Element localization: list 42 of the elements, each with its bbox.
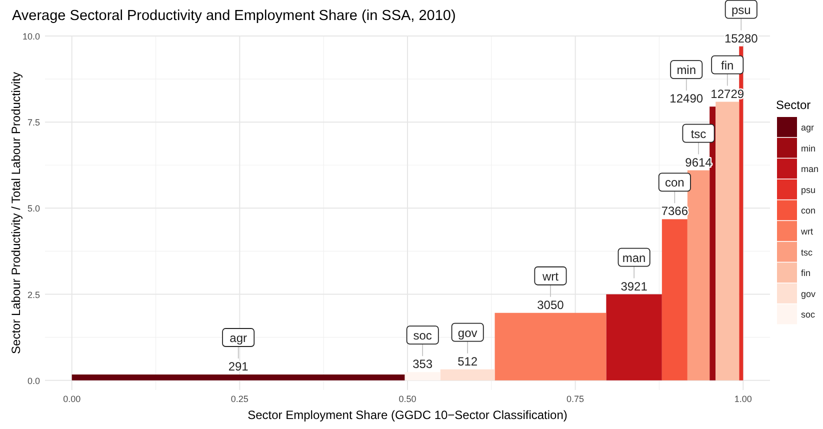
chart-title: Average Sectoral Productivity and Employment Share (in SSA, 2010)	[12, 8, 456, 24]
legend-label: psu	[801, 184, 816, 195]
text: gov	[458, 326, 478, 340]
text: soc	[413, 328, 432, 343]
y-tick-label: 7.5	[27, 118, 40, 128]
y-tick-label: 10.0	[22, 32, 40, 42]
annotation: 7366	[661, 204, 688, 218]
legend-label: wrt	[800, 226, 814, 236]
text: con	[664, 176, 684, 190]
y-tick-label: 2.5	[27, 290, 40, 300]
annotation: 291	[228, 360, 249, 374]
text: man	[622, 250, 646, 265]
text: min	[676, 63, 696, 78]
annotation: 3921	[620, 279, 648, 294]
legend-title: Sector	[776, 98, 811, 112]
legend-label: con	[801, 206, 816, 216]
legend-label: soc	[801, 310, 816, 320]
annotation: 353	[412, 357, 433, 372]
legend-label: man	[801, 164, 819, 174]
annotation: 15280	[724, 31, 758, 46]
text: psu	[731, 2, 751, 17]
text: tsc	[690, 126, 706, 141]
text: wrt	[542, 269, 558, 284]
text: agr	[230, 331, 248, 346]
x-tick-label: 0.25	[230, 394, 248, 404]
annotation: 512	[458, 354, 478, 368]
x-axis-title: Sector Employment Share (GGDC 10−Sector Classification)	[248, 408, 568, 422]
x-tick-label: 0.75	[566, 394, 584, 404]
annotation: 12490	[670, 92, 704, 106]
legend-label: gov	[801, 288, 816, 299]
y-tick-label: 5.0	[27, 204, 40, 214]
x-tick-label: 0.50	[398, 394, 416, 404]
y-axis-title: Sector Labour Productivity / Total Labour Productivity	[9, 72, 23, 354]
legend-label: fin	[801, 268, 811, 278]
x-tick-label: 0.00	[63, 394, 81, 404]
x-tick-label: 1.00	[734, 394, 752, 404]
annotation: 3050	[537, 298, 564, 312]
text: fin	[721, 58, 734, 72]
legend-label: min	[801, 143, 816, 154]
legend-label: agr	[801, 122, 814, 132]
y-tick-label: 0.0	[27, 376, 40, 386]
legend-label: tsc	[801, 247, 813, 258]
